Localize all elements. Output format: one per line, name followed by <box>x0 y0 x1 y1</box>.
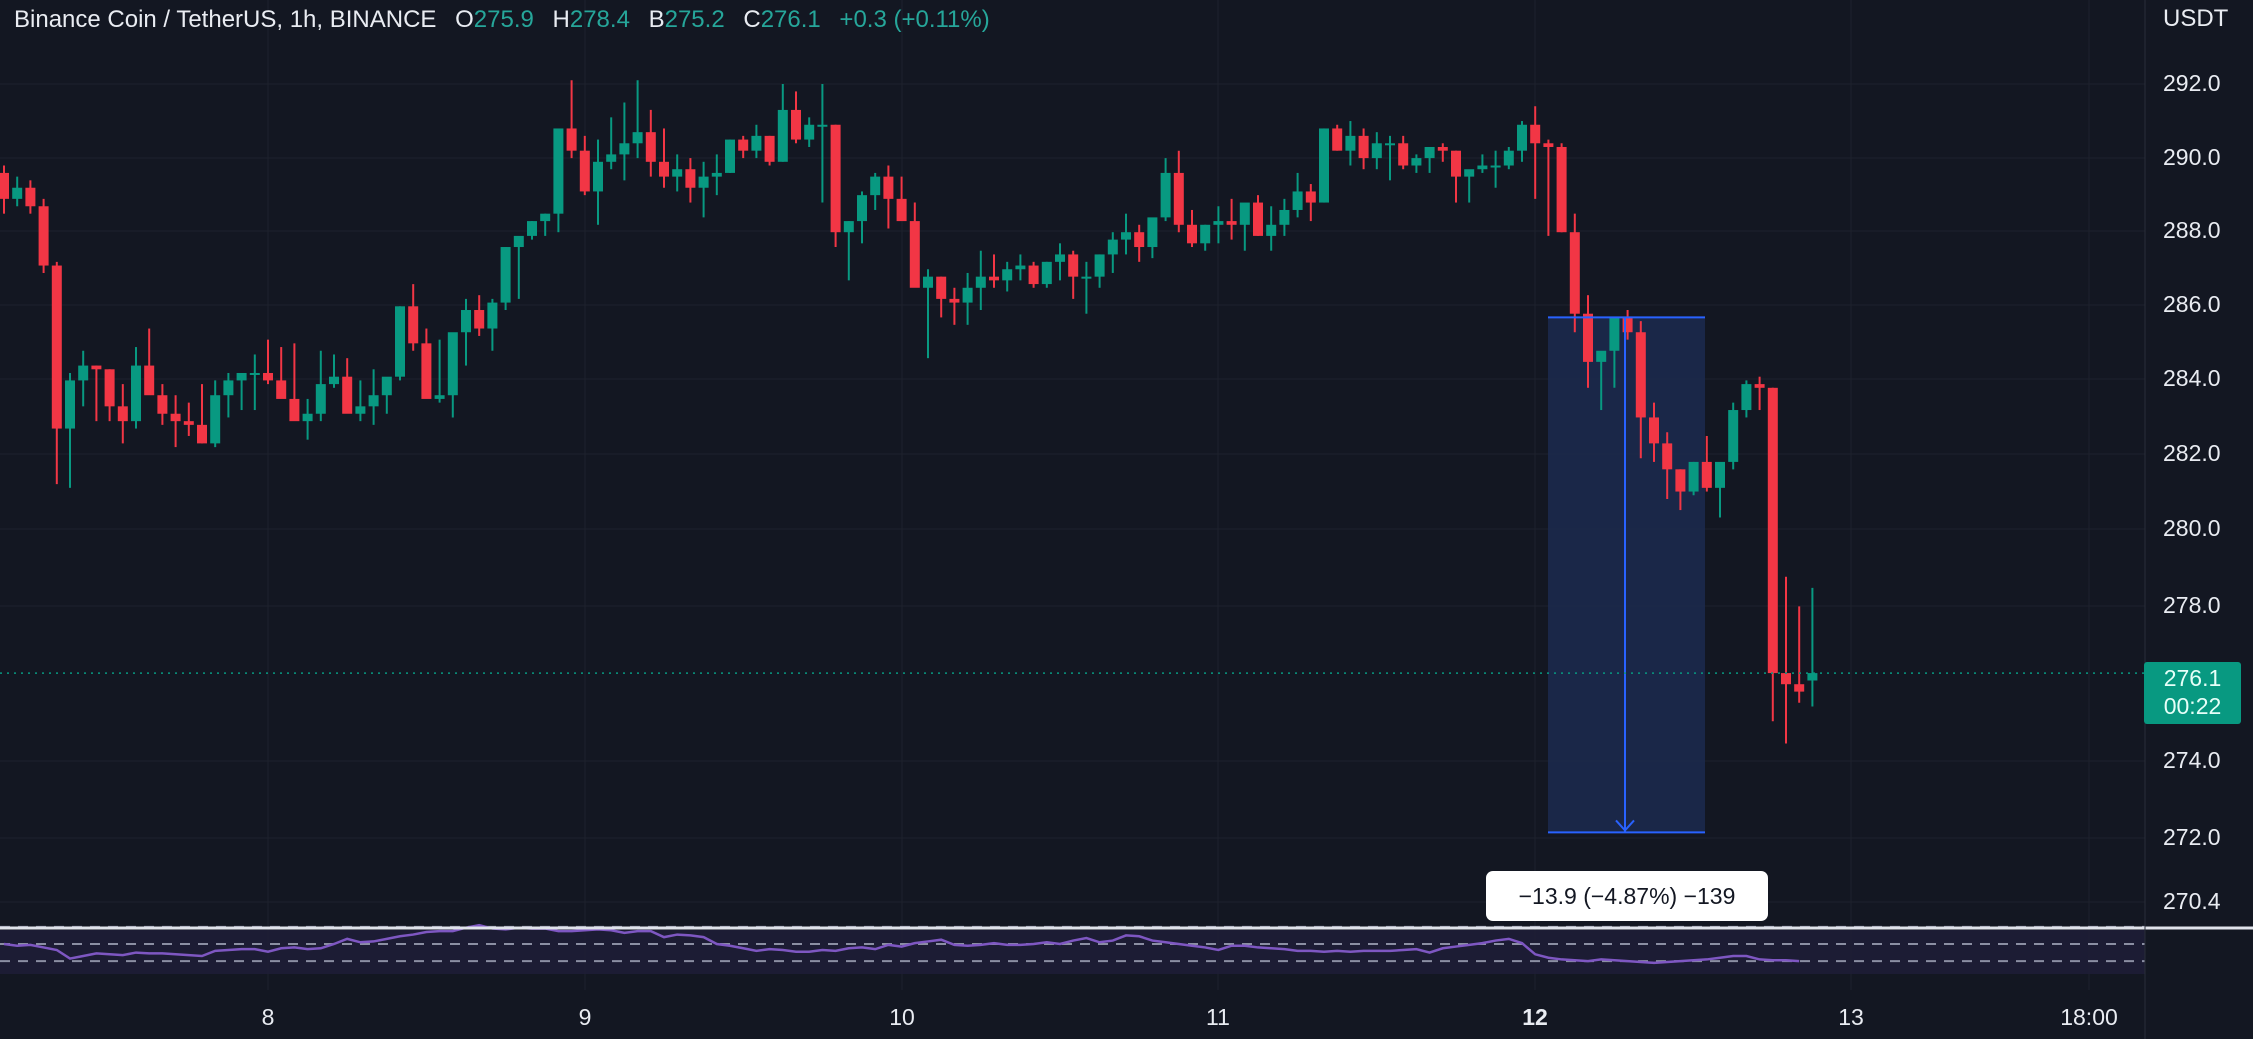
price-axis-label: 290.0 <box>2163 144 2221 170</box>
change-value: +0.3 (+0.11%) <box>839 6 990 33</box>
price-axis-label: 288.0 <box>2163 217 2221 243</box>
close-value: 276.1 <box>760 6 821 33</box>
bar-countdown: 00:22 <box>2163 693 2222 719</box>
candlestick-series <box>0 80 1818 744</box>
time-axis-label: 9 <box>578 1004 592 1030</box>
rsi-pane-background <box>0 930 2145 974</box>
price-axis-label: 286.0 <box>2163 291 2221 317</box>
time-axis-label: 12 <box>1522 1004 1548 1030</box>
measure-tool-lines[interactable] <box>1548 316 1705 834</box>
time-axis-label: 10 <box>889 1004 915 1030</box>
open-value: 275.9 <box>473 6 534 33</box>
measure-range-area[interactable] <box>1548 317 1705 833</box>
currency-unit[interactable]: USDT <box>2163 5 2229 32</box>
time-axis-label: 13 <box>1838 1004 1864 1030</box>
price-axis-label: 292.0 <box>2163 70 2221 96</box>
symbol-title[interactable]: Binance Coin / TetherUS, 1h, BINANCE <box>14 6 437 33</box>
price-axis-label: 282.0 <box>2163 440 2221 466</box>
time-axis-label: 8 <box>261 1004 275 1030</box>
grid-lines <box>0 0 2145 990</box>
last-price-tag: 276.1 00:22 <box>2144 662 2241 724</box>
low-value: 275.2 <box>664 6 725 33</box>
symbol-legend: Binance Coin / TetherUS, 1h, BINANCE O27… <box>14 6 990 34</box>
time-axis-label: 11 <box>1206 1004 1230 1030</box>
measure-result-label: −13.9 (−4.87%) −139 <box>1486 871 1768 921</box>
price-axis-label: 274.0 <box>2163 747 2221 773</box>
time-axis-label: 18:00 <box>2060 1004 2118 1030</box>
price-axis-label: 270.4 <box>2163 888 2221 914</box>
price-axis-label: 284.0 <box>2163 365 2221 391</box>
price-axis-label: 272.0 <box>2163 824 2221 850</box>
last-price-value: 276.1 <box>2163 665 2222 691</box>
close-label: C <box>743 6 761 33</box>
high-value: 278.4 <box>569 6 630 33</box>
price-axis-label: 280.0 <box>2163 515 2221 541</box>
price-axis-label: 278.0 <box>2163 592 2221 618</box>
open-label: O <box>455 6 474 33</box>
high-label: H <box>552 6 570 33</box>
low-label: B <box>648 6 665 33</box>
